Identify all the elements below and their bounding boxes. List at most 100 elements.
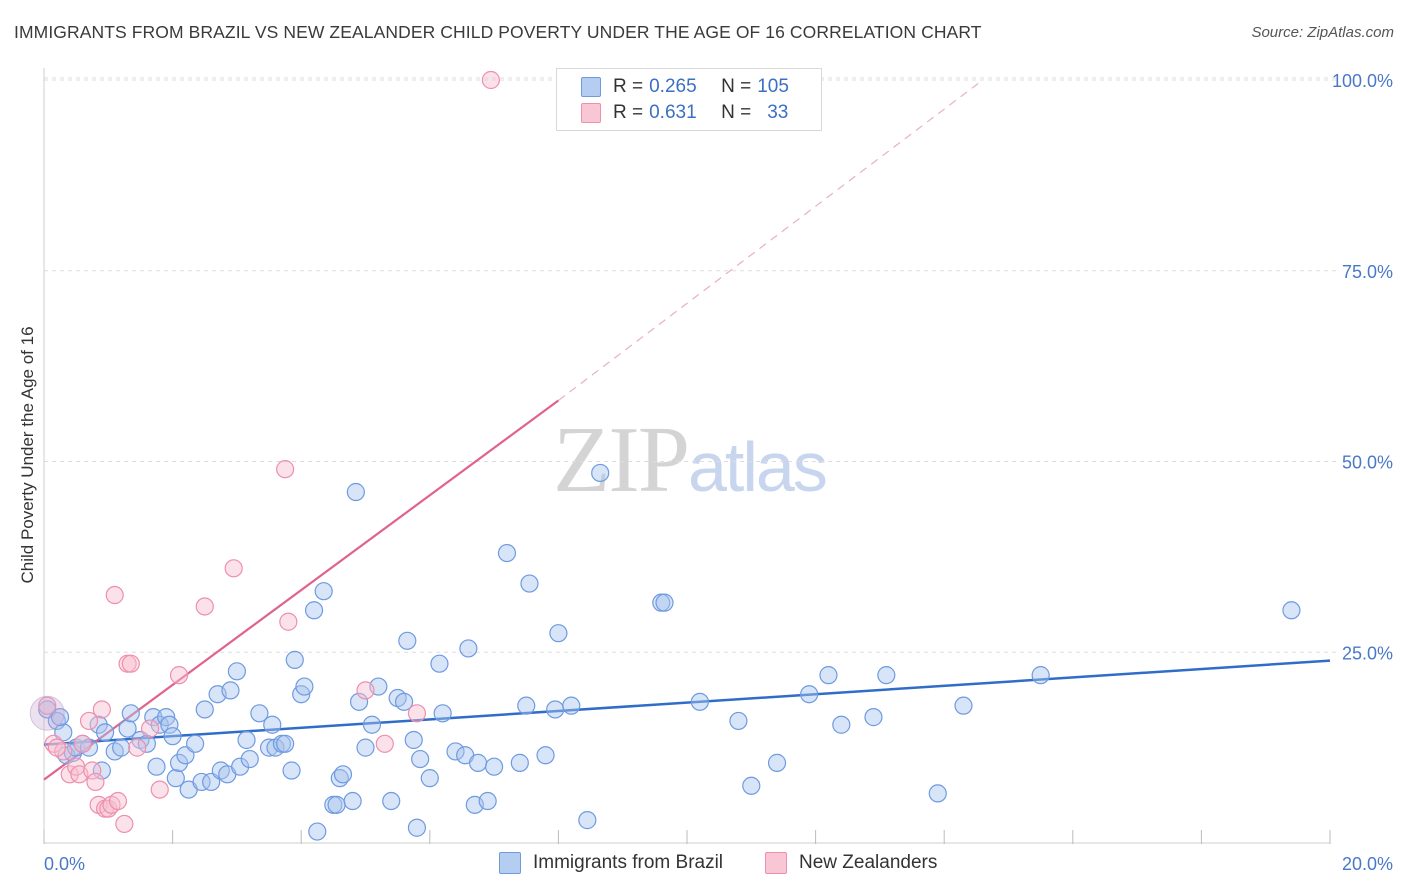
- data-point-new-zealanders: [92, 700, 111, 719]
- legend-r-label: R =: [613, 76, 644, 97]
- data-point-brazil: [282, 761, 301, 780]
- data-point-brazil: [144, 708, 163, 727]
- data-point-brazil: [420, 769, 439, 788]
- data-point-brazil: [485, 757, 504, 776]
- data-point-brazil: [767, 753, 787, 772]
- data-point-brazil: [89, 715, 108, 734]
- legend-r-value: 0.265: [649, 76, 697, 97]
- legend-n-value: 33: [767, 102, 789, 123]
- data-point-brazil: [954, 696, 973, 715]
- data-point-brazil: [536, 746, 555, 765]
- data-point-brazil: [655, 593, 674, 612]
- watermark-atlas: atlas: [688, 428, 828, 506]
- x-tick-label: 20.0%: [1342, 854, 1393, 874]
- data-point-brazil: [169, 753, 189, 772]
- data-point-brazil: [349, 692, 369, 711]
- data-point-new-zealanders: [140, 719, 160, 738]
- data-point-brazil: [314, 582, 333, 601]
- bottom-legend-swatch-pink: [765, 852, 787, 874]
- watermark-zip: ZIP: [553, 408, 690, 512]
- y-tick-label: 25.0%: [1342, 643, 1393, 663]
- data-point-brazil: [517, 696, 536, 715]
- bottom-legend-brazil: Immigrants from Brazil: [499, 852, 723, 874]
- data-point-brazil: [231, 757, 250, 776]
- data-point-brazil: [240, 749, 259, 769]
- data-point-brazil: [404, 730, 423, 750]
- data-point-brazil: [221, 681, 240, 700]
- data-point-new-zealanders: [195, 597, 214, 616]
- series-brazil-points: [38, 463, 1301, 841]
- data-point-brazil: [327, 795, 346, 814]
- data-point-brazil: [433, 704, 452, 723]
- tick-labels: 25.0% 50.0% 75.0% 100.0% 0.0% 20.0%: [44, 71, 1393, 874]
- data-point-brazil: [166, 769, 185, 788]
- data-point-new-zealanders: [86, 772, 105, 792]
- data-point-brazil: [578, 811, 597, 830]
- legend-r-label: R =: [613, 102, 644, 123]
- data-point-brazil: [227, 662, 246, 681]
- data-point-brazil: [562, 696, 581, 715]
- data-point-new-zealanders: [38, 696, 57, 715]
- data-point-brazil: [118, 719, 137, 738]
- data-point-brazil: [864, 708, 883, 727]
- chart-title: IMMIGRANTS FROM BRAZIL VS NEW ZEALANDER …: [14, 22, 982, 42]
- y-tick-label: 100.0%: [1332, 71, 1393, 91]
- legend-n-value: 105: [757, 76, 789, 97]
- series-new-zealanders-points: [29, 70, 500, 834]
- legend-row-new-zealanders: R = 0.631 N = 33: [581, 101, 788, 125]
- data-point-new-zealanders: [375, 734, 394, 753]
- data-point-brazil: [160, 715, 179, 734]
- data-point-brazil: [468, 753, 488, 772]
- trend-lines: [43, 79, 1331, 781]
- y-tick-label: 75.0%: [1342, 262, 1393, 282]
- data-point-brazil: [430, 654, 449, 673]
- data-point-new-zealanders: [83, 761, 102, 780]
- data-point-brazil: [394, 692, 414, 711]
- data-point-brazil: [1282, 601, 1301, 620]
- trend-line-new-zealanders: [43, 399, 560, 781]
- data-point-new-zealanders: [279, 612, 298, 631]
- data-point-brazil: [192, 772, 211, 792]
- source-label: Source: ZipAtlas.com: [1251, 24, 1394, 41]
- data-point-brazil: [295, 677, 314, 696]
- legend-n-label: N =: [721, 102, 752, 123]
- data-point-brazil: [1031, 666, 1050, 685]
- trend-line-brazil: [43, 659, 1331, 746]
- data-point-brazil: [742, 776, 761, 795]
- data-point-brazil: [112, 738, 131, 757]
- bottom-legend-new-zealanders: New Zealanders: [765, 852, 937, 874]
- data-point-brazil: [263, 715, 282, 734]
- data-point-brazil: [356, 738, 375, 757]
- data-point-brazil: [362, 715, 382, 734]
- data-point-brazil: [411, 749, 430, 769]
- bottom-legend-label-new-zealanders: New Zealanders: [799, 852, 938, 873]
- data-point-brazil: [150, 715, 169, 734]
- data-point-new-zealanders: [224, 559, 243, 578]
- data-point-new-zealanders: [276, 460, 295, 479]
- data-point-brazil: [346, 482, 365, 502]
- data-point-brazil: [446, 742, 465, 761]
- data-point-brazil: [800, 685, 819, 704]
- data-point-brazil: [407, 818, 427, 837]
- data-point-brazil: [276, 734, 295, 753]
- legend-r-value: 0.631: [649, 102, 697, 123]
- data-point-brazil: [877, 666, 896, 685]
- correlation-legend: R = 0.265 N = 105 R = 0.631 N = 33: [556, 68, 822, 131]
- data-point-new-zealanders: [73, 734, 92, 753]
- data-point-brazil: [285, 650, 304, 669]
- data-point-brazil: [195, 700, 214, 719]
- data-point-new-zealanders: [79, 711, 99, 731]
- data-point-brazil: [137, 734, 156, 753]
- data-point-brazil: [121, 704, 140, 723]
- data-point-brazil: [304, 601, 324, 620]
- data-point-new-zealanders: [150, 780, 169, 799]
- axes: [43, 68, 1331, 844]
- data-point-brazil: [928, 784, 947, 803]
- data-point-brazil: [478, 791, 497, 811]
- data-point-brazil: [546, 700, 565, 719]
- data-point-brazil: [308, 822, 327, 841]
- data-point-new-zealanders: [47, 738, 66, 757]
- legend-swatch-pink: [581, 103, 601, 123]
- data-point-new-zealanders: [121, 654, 140, 673]
- data-point-brazil: [690, 692, 709, 711]
